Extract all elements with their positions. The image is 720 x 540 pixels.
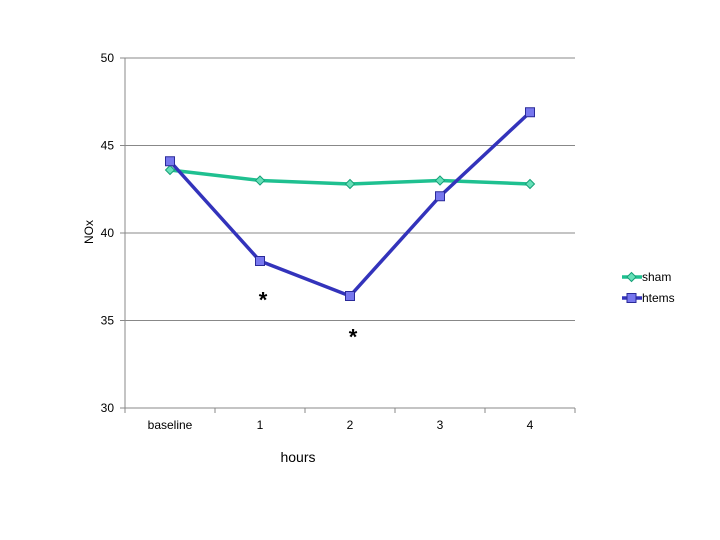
data-point — [164, 164, 176, 176]
x-tick-label: 1 — [257, 418, 264, 432]
series-sham — [164, 164, 536, 190]
legend-item-htems: htems — [622, 291, 675, 305]
x-tick-label: 4 — [527, 418, 534, 432]
data-point — [525, 107, 535, 118]
x-tick-label: 2 — [347, 418, 354, 432]
y-tick-label: 40 — [101, 226, 115, 240]
y-tick-labels: 30 35 40 45 50 — [101, 51, 115, 415]
legend-marker — [626, 293, 637, 303]
data-point — [345, 291, 355, 301]
annotations: ** — [259, 288, 358, 350]
data-point — [434, 175, 446, 186]
x-tick-label: baseline — [148, 418, 193, 432]
series-group — [164, 107, 536, 301]
data-point — [254, 175, 266, 186]
y-axis-label: NOx — [82, 220, 96, 244]
legend-label: sham — [642, 270, 671, 284]
legend: sham htems — [622, 270, 675, 305]
x-axis-label: hours — [280, 449, 315, 465]
data-point — [435, 191, 445, 202]
series-htems — [165, 107, 535, 301]
legend-item-sham: sham — [622, 270, 671, 284]
legend-label: htems — [642, 291, 675, 305]
significance-marker: * — [349, 324, 358, 349]
y-tick-label: 45 — [101, 139, 115, 153]
data-point — [165, 156, 175, 167]
y-tick-label: 50 — [101, 51, 115, 65]
axes — [120, 57, 576, 413]
significance-marker: * — [259, 288, 268, 313]
data-point — [344, 178, 356, 190]
x-tick-labels: baseline 1 2 3 4 — [148, 418, 534, 432]
y-tick-label: 35 — [101, 314, 115, 328]
legend-marker — [626, 271, 637, 283]
data-point — [524, 178, 536, 190]
gridlines — [125, 57, 575, 321]
series-line — [168, 110, 532, 298]
y-tick-label: 30 — [101, 401, 115, 415]
data-point — [255, 256, 265, 266]
x-tick-label: 3 — [437, 418, 444, 432]
